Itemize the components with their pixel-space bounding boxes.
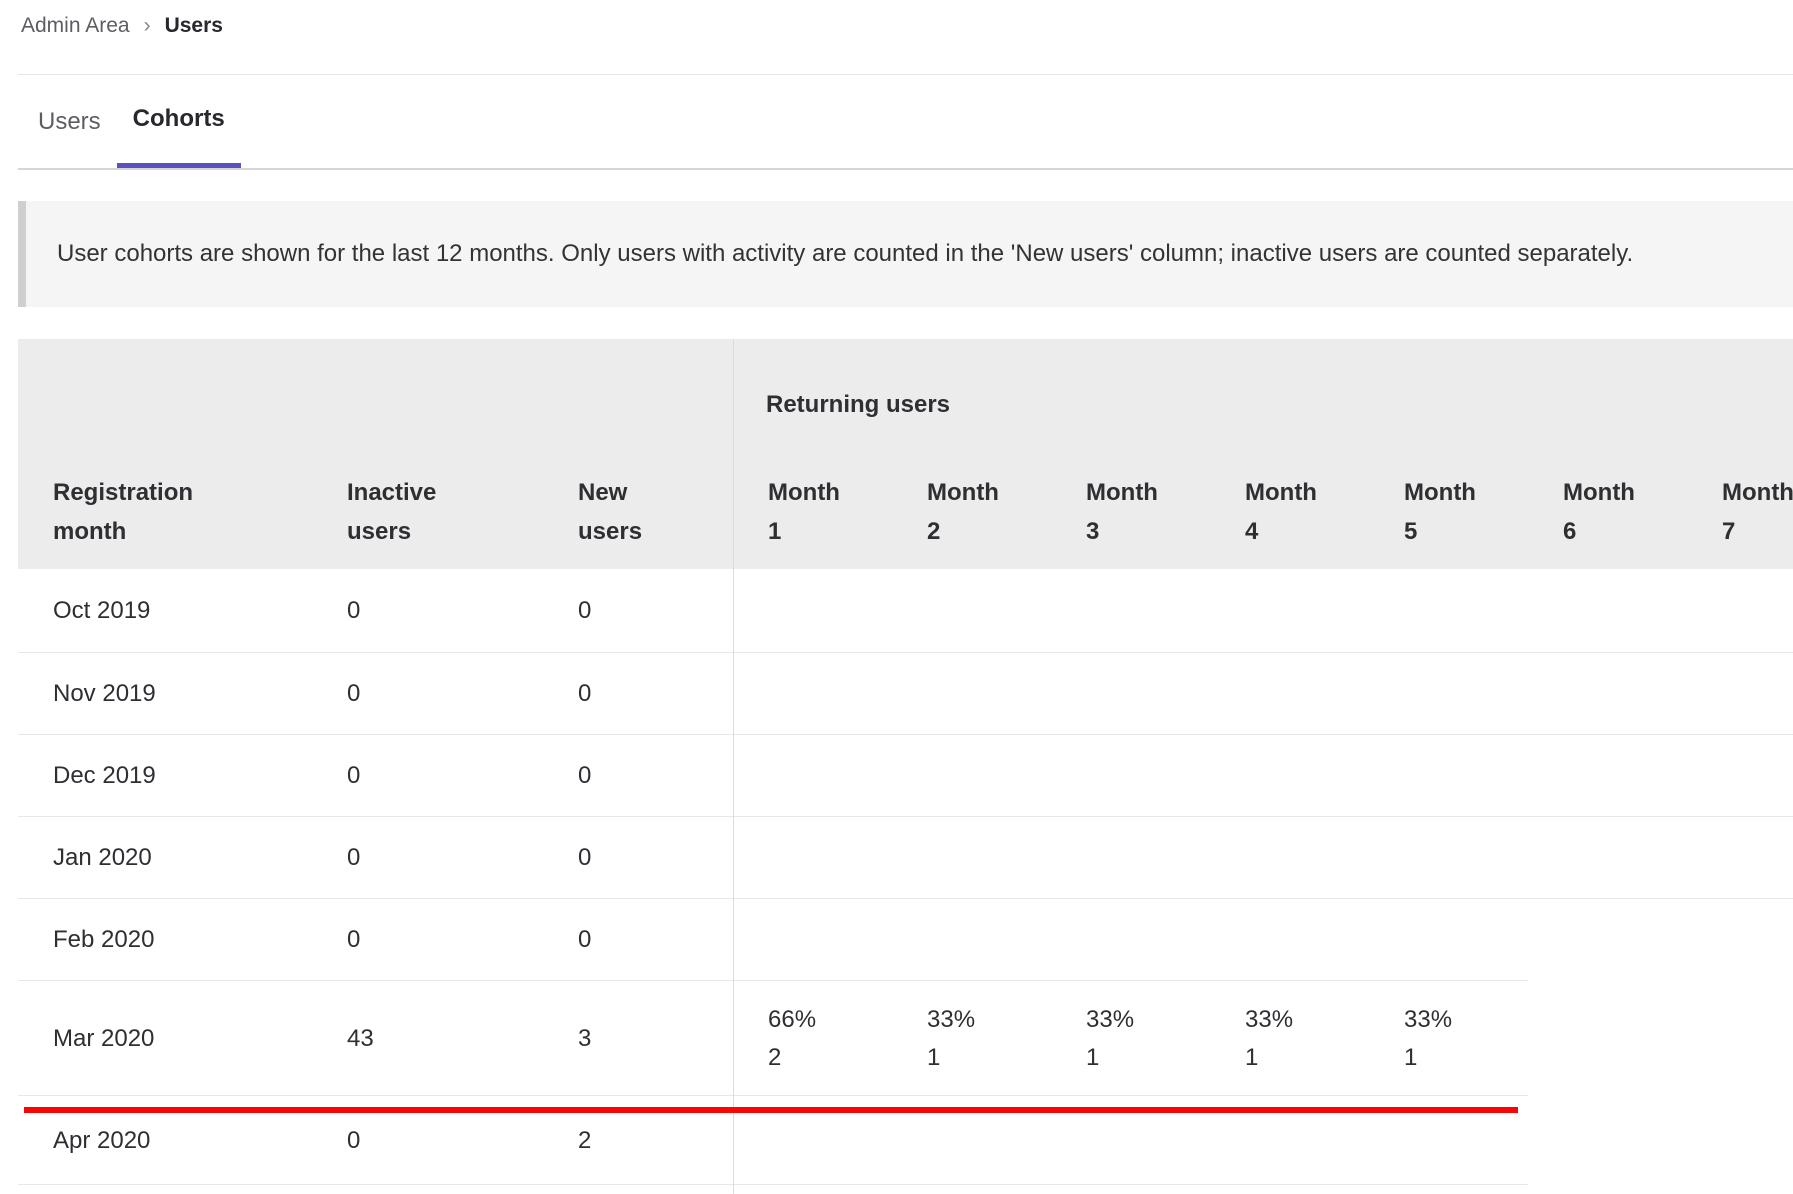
row-divider [18, 734, 1793, 735]
cell-new-users: 0 [578, 844, 592, 871]
table-row-nov-2019: Nov 2019 0 0 [18, 653, 1793, 735]
header-label: Inactive users [347, 479, 437, 545]
annotation-red-underline [24, 1107, 1518, 1113]
cohort-percentage: 33% [927, 1005, 976, 1033]
cohort-count: 1 [1404, 1043, 1418, 1071]
cell-new-users: 2 [578, 1126, 592, 1154]
header-label: Month 6 [1563, 479, 1635, 545]
table-row-jan-2020: Jan 2020 0 0 [18, 817, 1793, 899]
info-banner-text: User cohorts are shown for the last 12 m… [57, 240, 1634, 267]
cell-inactive-users: 43 [347, 1024, 374, 1052]
table-header: Returning users Registration month Inact… [18, 339, 1793, 569]
header-month-7: Month 7 [1687, 473, 1793, 551]
header-label: Month 5 [1404, 479, 1476, 545]
cell-registration-month: Mar 2020 [53, 1024, 155, 1052]
cell-inactive-users: 0 [347, 844, 361, 871]
header-month-1: Month 1 [733, 473, 892, 551]
cell-month-3-cohort: 33% 1 [1051, 1001, 1210, 1077]
cell-new-users: 0 [578, 926, 592, 953]
cell-inactive-users: 0 [347, 597, 361, 624]
header-label: Month 2 [927, 479, 999, 545]
header-new-users: New users [562, 473, 733, 551]
table-header-row: Registration month Inactive users New us… [18, 473, 1793, 569]
header-label: New users [578, 479, 643, 545]
cohort-count: 1 [927, 1043, 941, 1071]
cell-registration-month: Dec 2019 [53, 762, 156, 789]
info-banner: User cohorts are shown for the last 12 m… [18, 201, 1793, 307]
header-registration-month: Registration month [18, 473, 331, 551]
breadcrumb-item-users: Users [164, 14, 223, 37]
table-row-dec-2019: Dec 2019 0 0 [18, 735, 1793, 817]
tab-bar: Users Cohorts [18, 75, 1793, 170]
cell-inactive-users: 0 [347, 926, 361, 953]
cell-new-users: 0 [578, 680, 592, 707]
table-row-oct-2019: Oct 2019 0 0 [18, 569, 1793, 653]
cohort-percentage: 66% [768, 1005, 817, 1033]
cell-new-users: 0 [578, 762, 592, 789]
cohorts-table: Returning users Registration month Inact… [18, 339, 1793, 1194]
cell-month-5-cohort: 33% 1 [1369, 1001, 1528, 1077]
cell-new-users: 0 [578, 597, 592, 624]
returning-users-group-header: Returning users [766, 391, 951, 418]
header-month-6: Month 6 [1528, 473, 1687, 551]
header-label: Month 4 [1245, 479, 1317, 545]
header-month-2: Month 2 [892, 473, 1051, 551]
cohort-percentage: 33% [1404, 1005, 1453, 1033]
cell-month-1-cohort: 66% 2 [733, 1001, 892, 1077]
cell-month-2-cohort: 33% 1 [892, 1001, 1051, 1077]
header-label: Month 1 [768, 479, 840, 545]
cell-registration-month: Jan 2020 [53, 844, 152, 871]
table-row-apr-2020: Apr 2020 0 2 [18, 1096, 1793, 1185]
cohort-percentage: 33% [1245, 1005, 1294, 1033]
breadcrumb: Admin Area › Users [18, 0, 1793, 75]
cell-new-users: 3 [578, 1024, 592, 1052]
row-divider [18, 898, 1793, 899]
row-divider [18, 1184, 1528, 1185]
column-divider [733, 339, 734, 1194]
cohort-percentage: 33% [1086, 1005, 1135, 1033]
cell-registration-month: Nov 2019 [53, 680, 156, 707]
table-row-feb-2020: Feb 2020 0 0 [18, 899, 1793, 981]
header-label: Month 3 [1086, 479, 1158, 545]
cell-inactive-users: 0 [347, 1126, 361, 1154]
cell-month-4-cohort: 33% 1 [1210, 1001, 1369, 1077]
breadcrumb-item-admin-area[interactable]: Admin Area [21, 14, 130, 37]
row-divider [18, 1095, 1528, 1096]
cell-inactive-users: 0 [347, 680, 361, 707]
header-label: Registration month [53, 479, 194, 545]
cell-registration-month: Apr 2020 [53, 1126, 151, 1154]
header-month-3: Month 3 [1051, 473, 1210, 551]
cohort-count: 1 [1245, 1043, 1259, 1071]
header-inactive-users: Inactive users [331, 473, 562, 551]
header-month-4: Month 4 [1210, 473, 1369, 551]
row-divider [18, 980, 1528, 981]
cohort-count: 1 [1086, 1043, 1100, 1071]
row-divider [18, 816, 1793, 817]
chevron-right-icon: › [143, 14, 151, 37]
cell-inactive-users: 0 [347, 762, 361, 789]
row-divider [18, 652, 1793, 653]
cell-registration-month: Feb 2020 [53, 926, 155, 953]
cohort-count: 2 [768, 1043, 782, 1071]
header-month-5: Month 5 [1369, 473, 1528, 551]
header-label: Month 7 [1722, 479, 1793, 545]
tab-users[interactable]: Users [38, 107, 101, 135]
tab-cohorts[interactable]: Cohorts [116, 75, 241, 168]
cell-registration-month: Oct 2019 [53, 597, 151, 624]
table-row-mar-2020: Mar 2020 43 3 66% 2 33% 1 33% 1 33% 1 33… [18, 981, 1793, 1096]
